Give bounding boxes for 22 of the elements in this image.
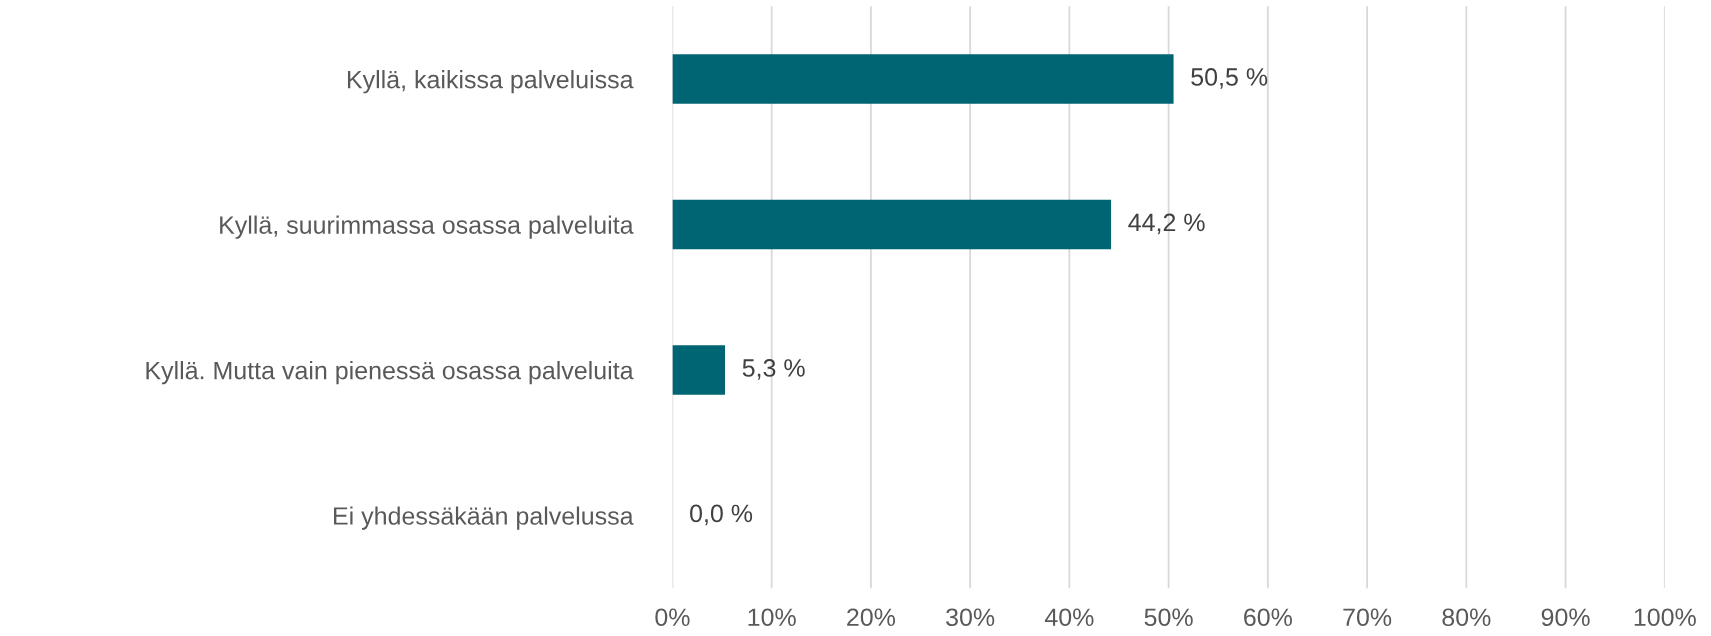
- x-tick-label: 20%: [847, 608, 896, 627]
- bar: [672, 345, 726, 395]
- x-tick-label: 60%: [1244, 608, 1292, 627]
- x-tick-label: 80%: [1442, 608, 1491, 627]
- data-label: 44,2 %: [1128, 213, 1205, 235]
- x-tick-label: 30%: [946, 608, 995, 627]
- x-tick-label: 90%: [1541, 608, 1590, 627]
- data-label: 0,0 %: [690, 504, 753, 526]
- x-tick-label: 50%: [1144, 608, 1193, 627]
- x-tick-label: 40%: [1044, 608, 1094, 627]
- y-tick-label: Kyllä. Mutta vain pienessä osassa palveluita: [146, 361, 634, 385]
- y-tick-label: Ei yhdessäkään palvelussa: [334, 506, 634, 530]
- x-tick-label: 10%: [748, 608, 796, 627]
- data-label: 5,3 %: [742, 359, 805, 380]
- bar: [672, 199, 1112, 250]
- bar: [672, 54, 1174, 104]
- x-tick-label: 0%: [655, 608, 690, 627]
- x-tick-label: 100%: [1634, 608, 1696, 627]
- y-tick-label: Kyllä, kaikissa palveluissa: [347, 70, 634, 94]
- data-label: 50,5 %: [1191, 68, 1268, 89]
- y-tick-label: Kyllä, suurimmassa osassa palveluita: [220, 215, 634, 239]
- x-tick-label: 70%: [1343, 608, 1392, 627]
